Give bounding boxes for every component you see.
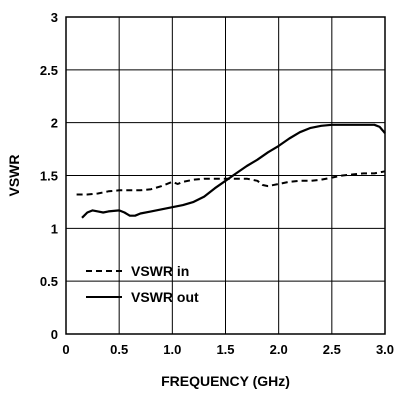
legend: VSWR in VSWR out xyxy=(86,263,199,305)
series-line-vswr-out xyxy=(81,123,386,219)
x-tick-label: 0.5 xyxy=(110,342,128,357)
y-tick-label: 0.5 xyxy=(40,274,58,289)
plot-frame xyxy=(65,16,386,335)
x-tick-label: 3.0 xyxy=(376,342,394,357)
y-tick-label: 2.5 xyxy=(40,63,58,78)
y-axis-label: VSWR xyxy=(6,155,22,197)
x-tick-label: 1.5 xyxy=(216,342,234,357)
x-tick-label: 2.5 xyxy=(323,342,341,357)
x-tick-label: 0 xyxy=(62,342,69,357)
legend-label-vswr-in: VSWR in xyxy=(131,263,189,279)
x-axis-label: FREQUENCY (GHz) xyxy=(161,373,290,389)
y-tick-label: 1.5 xyxy=(40,169,58,184)
x-tick-label: 2.0 xyxy=(270,342,288,357)
y-tick-label: 1 xyxy=(51,221,58,236)
y-tick-label: 3 xyxy=(51,10,58,25)
grid xyxy=(65,16,386,335)
legend-label-vswr-out: VSWR out xyxy=(131,289,199,305)
series-lines xyxy=(76,123,386,219)
y-tick-label: 2 xyxy=(51,116,58,131)
x-tick-label: 1.0 xyxy=(163,342,181,357)
y-tick-labels: 0 0.5 1 1.5 2 2.5 3 xyxy=(40,10,58,342)
y-tick-label: 0 xyxy=(51,327,58,342)
x-tick-labels: 0 0.5 1.0 1.5 2.0 2.5 3.0 xyxy=(62,342,394,357)
series-line-vswr-in xyxy=(76,170,386,196)
